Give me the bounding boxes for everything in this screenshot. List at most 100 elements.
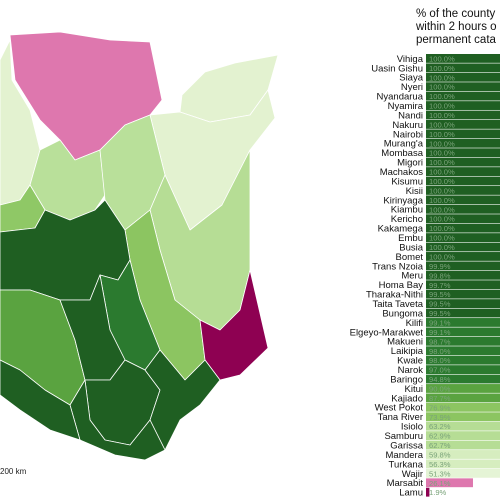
bar-busia [426,242,500,252]
bar-samburu [426,431,500,441]
bar-lamu [426,487,430,497]
bar-vihiga [426,54,500,63]
value-label: 100.0% [429,168,455,177]
county-label: Bomet [396,252,424,263]
value-label: 62.9% [429,432,451,441]
county-label: Embu [398,233,423,244]
county-label: Migori [397,158,423,169]
county-label: Turkana [389,459,424,470]
county-label: Machakos [380,167,424,178]
map-region-kwale [69,379,166,461]
bar-siaya [426,72,500,82]
bar-nairobi [426,129,500,139]
value-label: 99.1% [429,318,451,327]
county-label: Lamu [399,488,423,499]
bar-narok [426,365,500,375]
value-label: 100.0% [429,215,455,224]
chart-title-line-2: within 2 hours o [416,21,497,33]
county-label: Kericho [391,214,423,225]
bar-nakuru [426,120,500,129]
bar-baringo [426,374,500,384]
county-label: Kitui [405,384,423,395]
county-label: Kiambu [391,205,423,216]
value-label: 99.9% [429,262,451,271]
value-label: 73.9% [429,413,451,422]
county-label: Nyandarua [377,92,424,103]
county-label: Bungoma [382,308,423,319]
bar-nyamira [426,101,500,110]
bar-garissa [426,440,500,450]
value-label: 26.1% [429,479,451,488]
bar-laikipia [426,346,500,356]
bar-kakamega [426,223,500,233]
county-label: Marsabit [387,478,424,489]
chart-title-line-3: permanent cata [416,34,496,46]
map-scale-label: 200 km [0,467,27,476]
value-label: 100.0% [429,102,455,111]
county-label: Kisumu [391,176,423,187]
county-label: Garissa [390,440,423,451]
value-label: 56.3% [429,460,451,469]
county-label: Nairobi [393,129,423,140]
value-label: 100.0% [429,224,455,233]
bar-makueni [426,336,500,346]
county-label: Samburu [384,431,423,442]
chart-title: % of the county within 2 hours o permane… [416,8,500,47]
county-label: Tharaka-Nithi [366,290,423,301]
county-label: Nandi [398,110,423,121]
county-label: Makueni [387,337,423,348]
county-label: Mandera [386,450,424,461]
bar-marsabit [426,478,473,488]
value-label: 62.7% [429,441,451,450]
value-label: 90.0% [429,384,451,393]
bar-nyeri [426,82,500,92]
value-label: 100.0% [429,205,455,214]
county-label: Taita Taveta [372,299,423,310]
value-label: 100.0% [429,139,455,148]
bar-homa-bay [426,280,500,290]
value-label: 99.5% [429,300,451,309]
chart-title-line-1: % of the county [416,8,496,20]
value-label: 100.0% [429,130,455,139]
county-label: Kajiado [391,393,423,404]
county-label: Isiolo [401,422,423,433]
bar-turkana [426,459,500,469]
bar-migori [426,157,500,167]
value-label: 100.0% [429,120,455,129]
county-label: Trans Nzoia [372,261,424,272]
bar-mandera [426,450,500,459]
county-label: Kakamega [378,224,424,235]
bar-bungoma [426,308,500,318]
bar-tharaka-nithi [426,289,500,299]
value-label: 59.8% [429,450,451,459]
county-label: Elgeyo-Marakwet [350,327,424,338]
bar-kirinyaga [426,195,500,205]
value-label: 100.0% [429,73,455,82]
bar-west-pokot [426,402,500,412]
value-label: 76.9% [429,403,451,412]
county-label: Nyamira [388,101,424,112]
value-label: 99.7% [429,281,451,290]
bar-murang-a [426,138,500,148]
county-label: Kwale [397,356,423,367]
value-label: 98.7% [429,337,451,346]
bar-isiolo [426,421,500,431]
value-label: 100.0% [429,92,455,101]
county-label: Homa Bay [379,280,424,291]
county-label: Siaya [399,73,423,84]
value-label: 99.1% [429,328,451,337]
county-label: Nyeri [401,82,423,93]
bar-nyandarua [426,91,500,101]
county-map [0,31,279,461]
value-label: 100.0% [429,177,455,186]
value-label: 100.0% [429,186,455,195]
value-label: 100.0% [429,158,455,167]
county-label: Murang'a [384,139,424,150]
value-label: 97.0% [429,366,451,375]
value-label: 63.2% [429,422,451,431]
value-label: 98.0% [429,356,451,365]
county-label: Uasin Gishu [371,63,423,74]
county-label: Mombasa [381,148,423,159]
county-label: Busia [399,242,423,253]
